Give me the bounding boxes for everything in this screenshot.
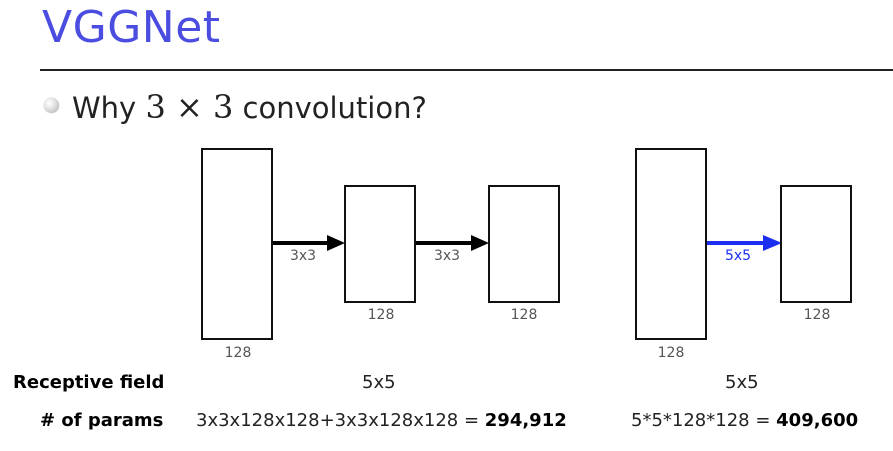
feature-map-input-right (635, 148, 707, 340)
feature-map-input (201, 148, 273, 340)
channel-label-conv2: 128 (510, 307, 538, 323)
question-math: 3 × 3 (145, 88, 234, 126)
feature-map-conv5 (780, 185, 852, 303)
receptive-field-right: 5x5 (725, 372, 759, 393)
arrow-label-conv2: 3x3 (433, 248, 461, 264)
question-prefix: Why (72, 91, 137, 125)
arrow-label-conv1: 3x3 (289, 248, 317, 264)
feature-map-conv2 (488, 185, 560, 303)
arrow-label-conv5: 5x5 (724, 248, 752, 264)
channel-label-input-right: 128 (657, 345, 685, 361)
receptive-field-left: 5x5 (362, 372, 396, 393)
title-divider (40, 69, 893, 71)
arrow-icon (416, 235, 489, 251)
params-left: 3x3x128x128+3x3x128x128 = 294,912 (196, 410, 567, 431)
question-suffix: convolution? (242, 91, 427, 125)
receptive-field-label: Receptive field (13, 372, 165, 393)
params-left-total: 294,912 (484, 410, 567, 431)
arrow-icon (273, 235, 345, 251)
params-right: 5*5*128*128 = 409,600 (631, 410, 858, 431)
params-left-expression: 3x3x128x128+3x3x128x128 = (196, 410, 485, 431)
params-right-expression: 5*5*128*128 = (631, 410, 777, 431)
params-right-total: 409,600 (776, 410, 859, 431)
page-title: VGGNet (42, 2, 221, 53)
channel-label-conv5: 128 (803, 307, 831, 323)
arrow-icon (707, 235, 782, 251)
bullet-question: Why 3 × 3 convolution? (72, 88, 427, 126)
channel-label-input: 128 (224, 345, 252, 361)
feature-map-conv1 (344, 185, 416, 303)
channel-label-conv1: 128 (367, 307, 395, 323)
bullet-icon (44, 98, 59, 113)
params-label: # of params (40, 410, 164, 431)
